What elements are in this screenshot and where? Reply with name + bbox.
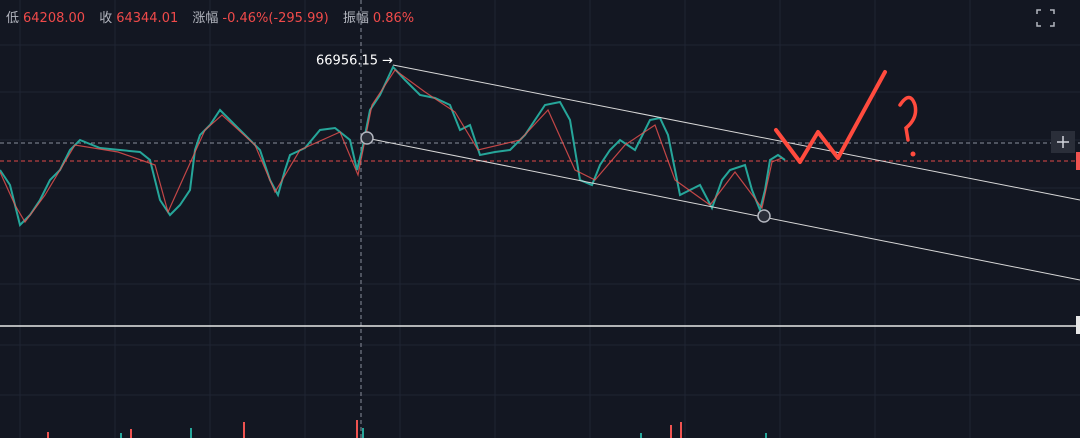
- fullscreen-button[interactable]: [1036, 9, 1055, 27]
- low-value: 64208.00: [23, 11, 86, 26]
- price-path: [0, 65, 786, 227]
- header: 低 64208.00 收 64344.01 涨幅 -0.46%(-295.99) 振幅…: [6, 7, 424, 26]
- anchor-point[interactable]: [360, 131, 374, 145]
- amplitude-label: 振幅: [342, 11, 369, 26]
- close-value: 64344.01: [116, 11, 179, 26]
- price-tag: [1076, 152, 1080, 170]
- line-tag: [1076, 316, 1080, 334]
- change-value: -0.46%(-295.99): [222, 11, 329, 26]
- channel-upper: [392, 64, 1080, 201]
- volume-bars: [47, 420, 767, 438]
- anchor-point[interactable]: [757, 209, 771, 223]
- handwritten-question-dot: [910, 151, 916, 157]
- high-label: 66956.15 →: [316, 54, 393, 69]
- change-label: 涨幅: [192, 11, 219, 26]
- handwritten-check: [774, 70, 887, 164]
- price-path-down: [0, 69, 783, 224]
- low-label: 低: [6, 11, 20, 26]
- add-icon: [1057, 136, 1069, 148]
- channel-lower: [365, 137, 1080, 281]
- handwritten-question: [898, 95, 918, 142]
- amplitude-value: 0.86%: [372, 11, 415, 26]
- close-label: 收: [99, 11, 113, 26]
